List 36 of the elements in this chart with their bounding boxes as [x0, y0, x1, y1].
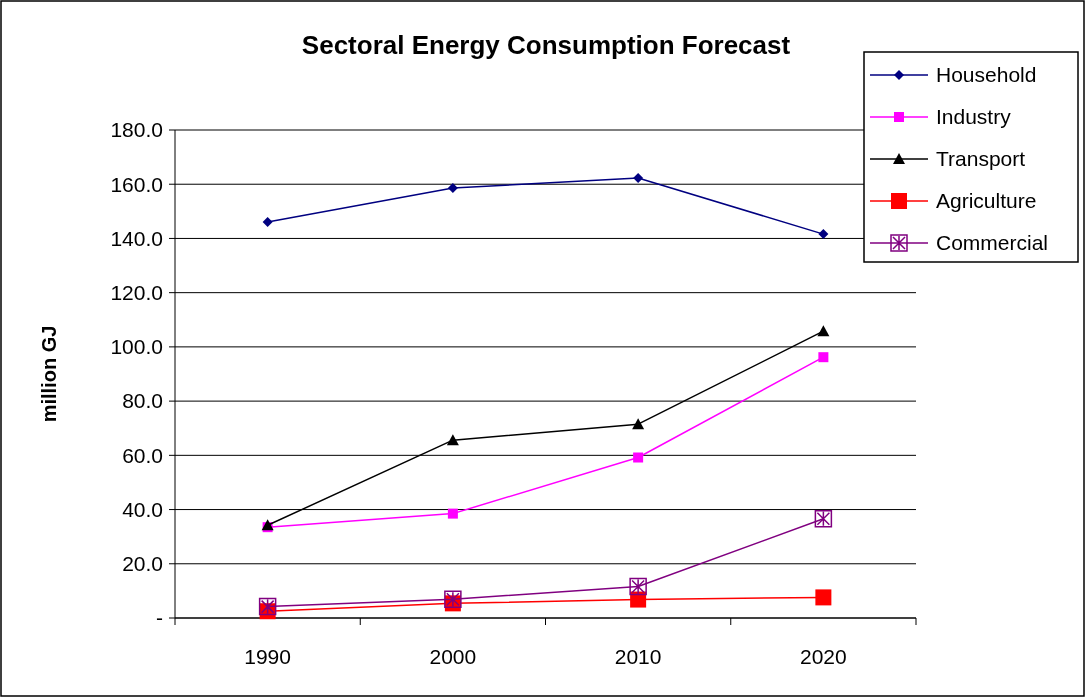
y-tick-label: 100.0: [110, 335, 163, 359]
legend-label: Commercial: [936, 231, 1049, 255]
x-tick-label: 2000: [429, 645, 477, 668]
legend-label: Transport: [936, 147, 1026, 171]
chart-title: Sectoral Energy Consumption Forecast: [301, 30, 791, 60]
point: [447, 508, 458, 519]
x-tick-label: 2020: [800, 645, 847, 668]
y-tick-label: 140.0: [110, 226, 163, 250]
point: [814, 510, 833, 528]
x-tick-label: 2010: [614, 645, 662, 668]
y-axis-title: million GJ: [38, 325, 60, 423]
point: [629, 577, 647, 596]
y-tick-label: 60.0: [122, 443, 163, 467]
point: [446, 434, 459, 446]
point: [817, 325, 830, 337]
point: [818, 352, 829, 363]
point: [444, 590, 462, 609]
legend-label: Household: [936, 63, 1037, 87]
point: [633, 172, 644, 183]
y-tick-label: 120.0: [110, 281, 163, 305]
point: [815, 589, 832, 606]
x-tick-label: 1990: [244, 645, 291, 668]
y-tick-label: 180.0: [110, 118, 163, 142]
legend-label: Industry: [936, 105, 1012, 129]
point: [262, 216, 273, 227]
point: [258, 597, 277, 616]
point: [818, 229, 829, 240]
point: [447, 183, 458, 194]
legend-label: Agriculture: [936, 189, 1037, 213]
y-tick-label: 20.0: [122, 552, 163, 576]
y-tick-label: 80.0: [122, 389, 163, 413]
y-tick-label: 160.0: [110, 172, 163, 196]
point: [632, 418, 645, 430]
y-tick-label: 40.0: [122, 497, 163, 521]
point: [633, 452, 644, 463]
y-tick-label: -: [156, 606, 163, 630]
